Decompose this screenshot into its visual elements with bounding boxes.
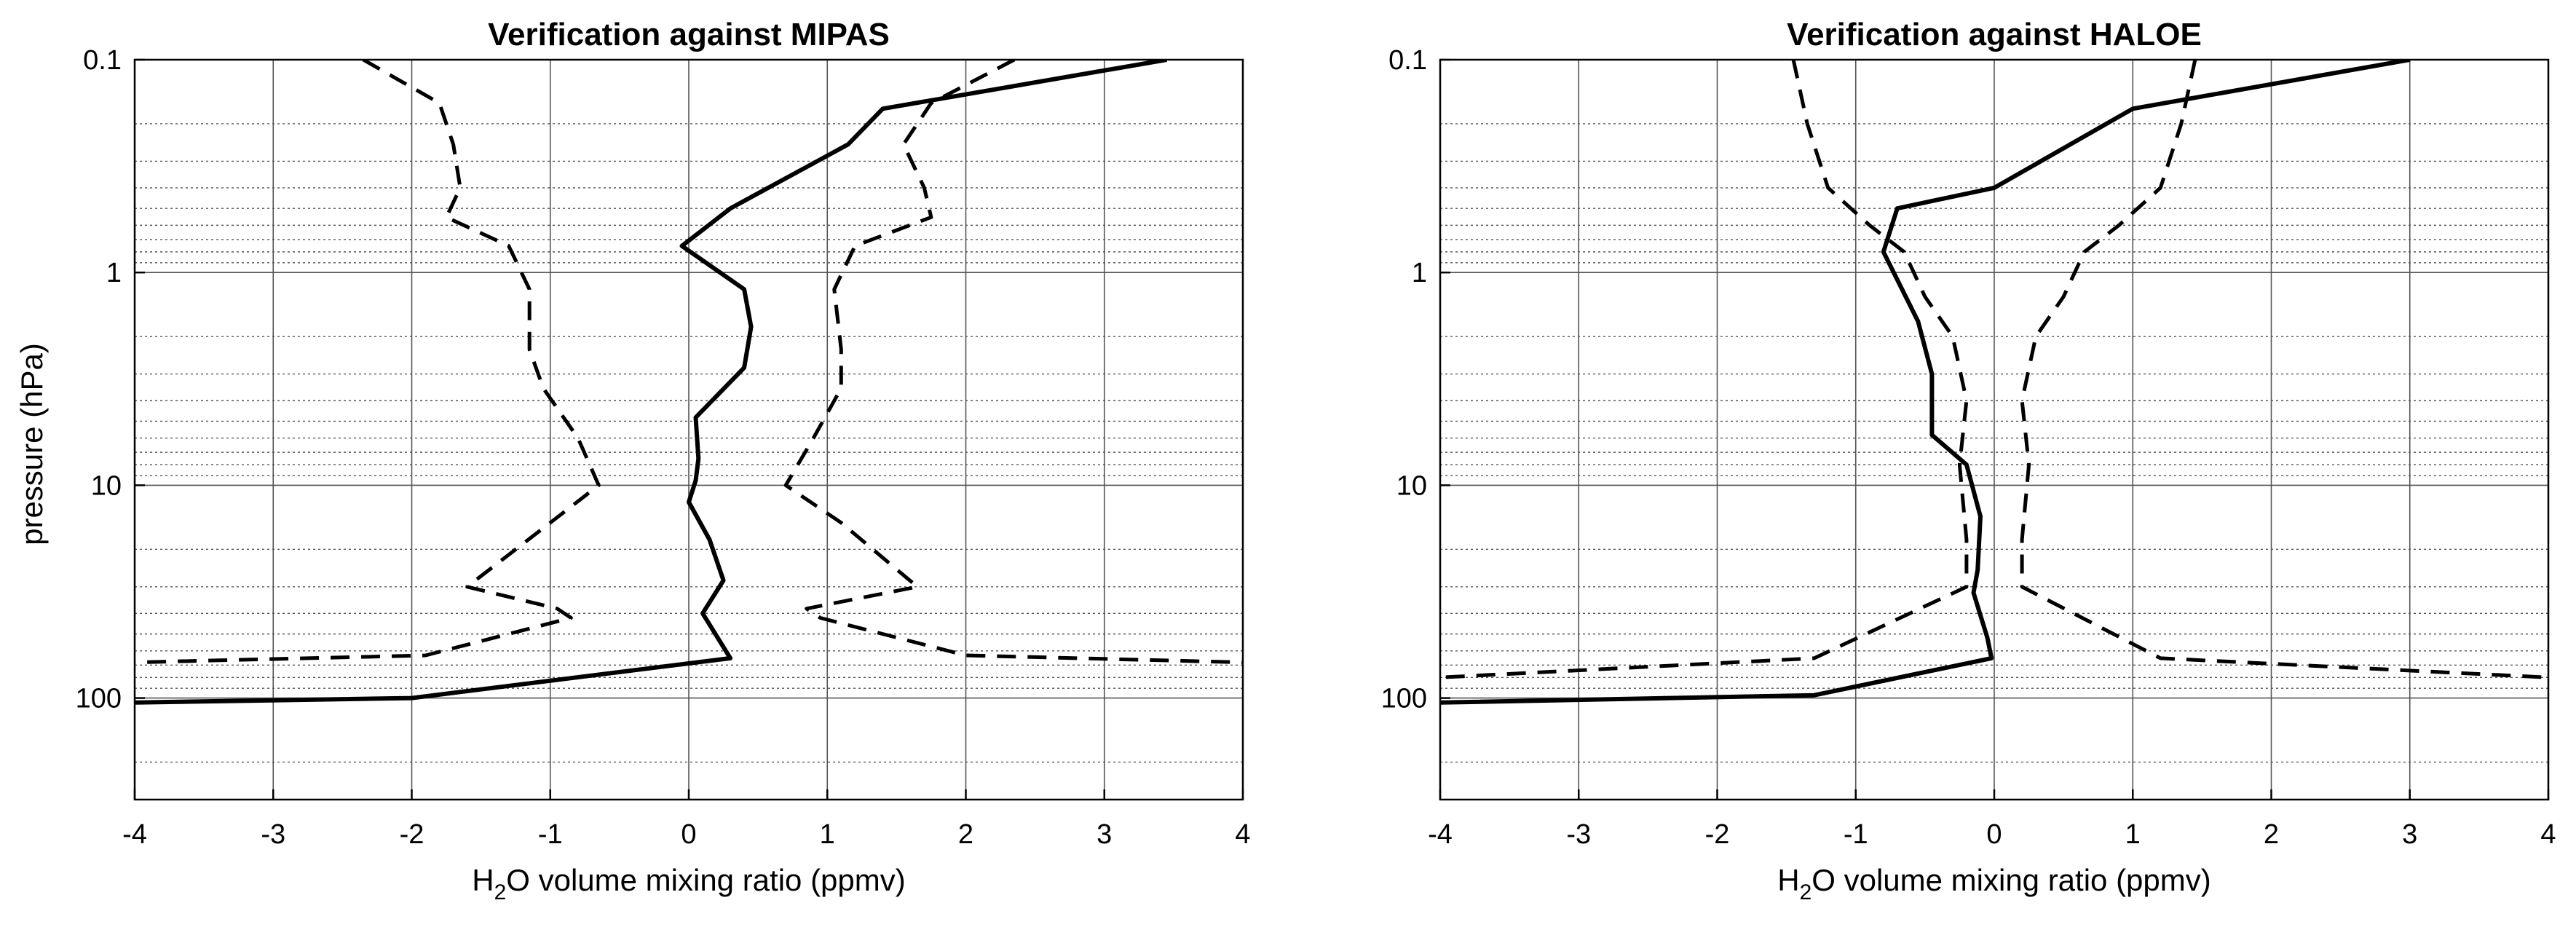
x-tick-label: -1	[1844, 819, 1868, 850]
x-tick-label: 4	[1235, 819, 1250, 850]
y-axis-label: pressure (hPa)	[15, 343, 49, 545]
series-group	[1440, 60, 2548, 705]
x-axis-label-pre: H	[1777, 863, 1799, 897]
x-tick-label: 1	[2125, 819, 2141, 850]
x-axis-label-sub: 2	[1800, 880, 1812, 904]
x-tick-label: 3	[1097, 819, 1112, 850]
chart-title: Verification against MIPAS	[488, 17, 890, 52]
mean-difference-line	[135, 60, 1167, 705]
y-tick-label: 0.1	[83, 45, 122, 76]
axes-frame	[133, 58, 1244, 801]
x-tick-label: -4	[1428, 819, 1453, 850]
haloe-panel: 0.1 1 10 100 -4 -3 -2 -1 0 1 2 3 4 Verification again…	[1381, 17, 2556, 904]
x-tick-label: -2	[400, 819, 424, 850]
x-tick-label: -2	[1705, 819, 1730, 850]
x-axis-label: H2O volume mixing ratio (ppmv)	[1777, 863, 2211, 904]
x-axis-label-pre: H	[472, 863, 494, 897]
y-tick-label: 100	[1381, 684, 1427, 714]
x-tick-label: 0	[1986, 819, 2002, 850]
y-tick-label: 1	[106, 258, 122, 288]
chart-title: Verification against HALOE	[1787, 17, 2202, 52]
x-axis-label-sub: 2	[494, 880, 507, 904]
x-tick-label: 0	[681, 819, 696, 850]
y-tick-label: 10	[1396, 470, 1427, 501]
series-group	[135, 60, 1243, 705]
upper-bound-line	[2020, 60, 2548, 679]
y-tick-label: 100	[76, 684, 122, 714]
lower-bound-line	[135, 60, 601, 665]
x-axis-label: H2O volume mixing ratio (ppmv)	[472, 863, 906, 904]
x-tick-label: -3	[261, 819, 285, 850]
y-tick-label: 1	[1412, 258, 1427, 288]
x-tick-label: -3	[1566, 819, 1591, 850]
x-axis-label-post: O volume mixing ratio (ppmv)	[1812, 863, 2210, 897]
x-tick-label: -1	[538, 819, 563, 850]
axes-frame	[1439, 58, 2550, 801]
x-tick-label: 1	[820, 819, 835, 850]
x-tick-label: 3	[2402, 819, 2417, 850]
lower-bound-line	[1440, 60, 1969, 679]
y-tick-label: 10	[91, 470, 122, 501]
y-tick-label: 0.1	[1388, 45, 1427, 76]
x-tick-label: -4	[122, 819, 147, 850]
x-tick-label: 4	[2540, 819, 2556, 850]
x-tick-label: 2	[2264, 819, 2279, 850]
upper-bound-line	[783, 60, 1243, 665]
x-tick-label: 2	[958, 819, 973, 850]
mean-difference-line	[1440, 60, 2411, 705]
mipas-panel: 0.1 1 10 100 -4 -3 -2 -1 0 1 2 3 4 Verification again…	[15, 17, 1251, 904]
x-axis-label-post: O volume mixing ratio (ppmv)	[506, 863, 905, 897]
